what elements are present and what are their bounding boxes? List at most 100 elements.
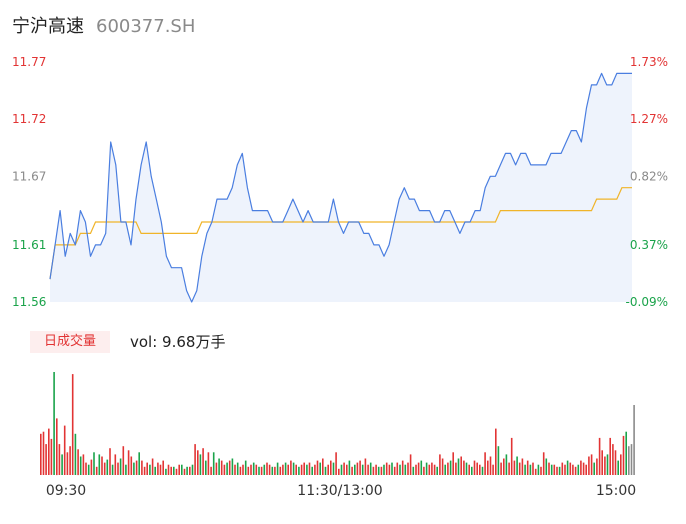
volume-bar [82, 454, 85, 475]
volume-bar [606, 454, 609, 475]
y-tick-label: 11.67 [12, 169, 46, 183]
volume-bar [404, 464, 407, 475]
volume-bar [361, 464, 364, 475]
volume-bar [577, 464, 580, 475]
volume-bar [503, 458, 505, 475]
volume-bar [542, 452, 545, 475]
volume-bar [279, 466, 282, 475]
volume-bar [178, 464, 180, 475]
volume-bar [218, 458, 220, 475]
volume-bar [401, 460, 404, 475]
volume-bar [276, 462, 279, 475]
volume-bar [601, 450, 603, 475]
volume-bar [449, 460, 452, 475]
volume-bar [354, 464, 356, 475]
volume-bar [564, 464, 566, 475]
volume-bar [48, 428, 50, 475]
volume-bar [471, 466, 473, 475]
x-tick-label: 11:30/13:00 [297, 483, 382, 499]
volume-bar [40, 433, 42, 475]
volume-bar [439, 454, 441, 475]
volume-bar [513, 460, 516, 475]
volume-bar [226, 462, 228, 475]
volume-bar [308, 462, 311, 475]
volume-bar [228, 460, 231, 475]
volume-bar [468, 464, 470, 475]
volume-bar [95, 466, 98, 475]
volume-bar [79, 456, 82, 475]
volume-bar [521, 458, 524, 475]
volume-bar [98, 454, 101, 475]
volume-bar [590, 454, 593, 475]
volume-bar [154, 466, 156, 475]
volume-bar [260, 466, 263, 475]
volume-bar [596, 458, 598, 475]
volume-bar [319, 462, 321, 475]
y-tick-percent-label: 0.82% [630, 169, 668, 183]
volume-bar [588, 456, 590, 475]
volume-bar [125, 464, 127, 475]
volume-bar [74, 433, 77, 475]
volume-bar [109, 448, 111, 475]
volume-bar [322, 458, 324, 475]
volume-bar [117, 462, 119, 475]
volume-bar [202, 448, 204, 475]
volume-bar [316, 460, 319, 475]
volume-bar [343, 462, 345, 475]
volume-bar [340, 464, 343, 475]
volume-bar [290, 460, 292, 475]
volume-bar [495, 428, 497, 475]
volume-bar [492, 464, 494, 475]
volume-bar [526, 460, 529, 475]
volume-bar [428, 464, 431, 475]
volume-bar [457, 458, 460, 475]
volume-bar [558, 466, 561, 475]
volume-bar [346, 464, 348, 475]
x-tick-label: 09:30 [46, 483, 86, 499]
volume-bar [431, 462, 433, 475]
volume-bar [532, 462, 534, 475]
volume-bar [455, 462, 457, 475]
volume-bar [550, 464, 553, 475]
volume-bar [215, 462, 218, 475]
volume-bar [330, 460, 332, 475]
volume-bar [159, 464, 162, 475]
volume-bar [391, 462, 393, 475]
volume-bar [425, 462, 428, 475]
volume-bar [417, 462, 420, 475]
volume-bar [255, 464, 258, 475]
volume-bar [393, 466, 396, 475]
volume-bar [348, 460, 351, 475]
daily-volume-tab[interactable]: 日成交量 [30, 331, 110, 353]
volume-bar [271, 466, 274, 475]
volume-bar [93, 452, 95, 475]
volume-bar [111, 464, 114, 475]
volume-bar [212, 452, 215, 475]
volume-bar [165, 468, 167, 475]
volume-bar [231, 458, 234, 475]
stock-code: 600377.SH [96, 16, 196, 37]
volume-bar [186, 466, 188, 475]
volume-bar [625, 431, 627, 475]
volume-bar [143, 466, 146, 475]
volume-bar [170, 466, 172, 475]
volume-bar [66, 452, 69, 475]
volume-bar [338, 468, 340, 475]
volume-bar [508, 462, 510, 475]
volume-bar [351, 466, 353, 475]
volume-bar [181, 464, 183, 475]
volume-bar [463, 460, 465, 475]
y-tick-percent-label: 1.27% [630, 112, 668, 126]
volume-bar [149, 464, 151, 475]
stock-title: 宁沪高速 600377.SH [12, 12, 195, 38]
volume-bar [476, 462, 478, 475]
volume-bar [356, 462, 359, 475]
y-tick-label: 11.72 [12, 112, 46, 126]
volume-bar [484, 452, 486, 475]
volume-bar [364, 458, 367, 475]
volume-bar [580, 460, 582, 475]
volume-bar [194, 444, 196, 475]
volume-bar [130, 456, 133, 475]
volume-bar [524, 464, 526, 475]
volume-bar [63, 425, 66, 475]
